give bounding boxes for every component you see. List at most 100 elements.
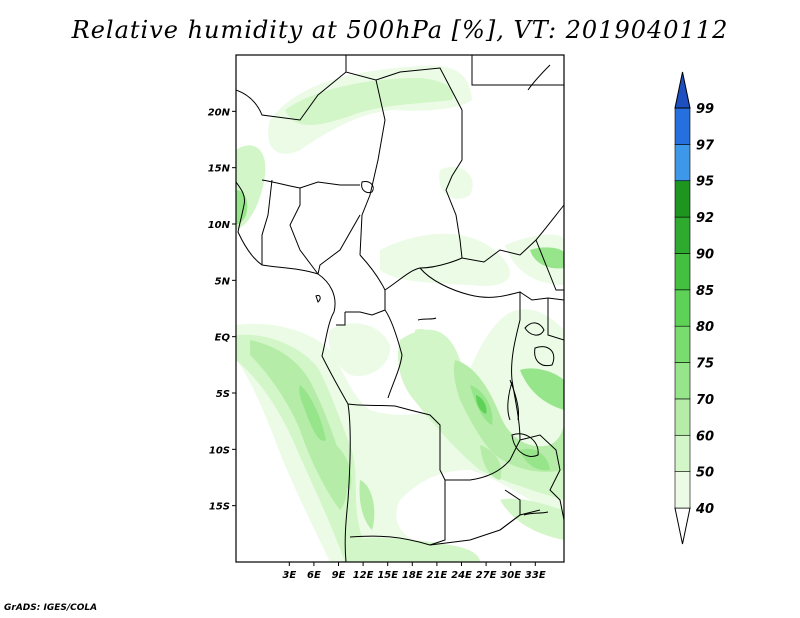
humidity-patch: [250, 340, 348, 510]
lake: [417, 317, 437, 321]
lat-tick-label: 10N: [208, 220, 231, 231]
border: [236, 71, 386, 256]
lake: [315, 295, 321, 303]
latitude-axis: 20N 15N 10N 5N EQ 5S 10S 15S: [208, 107, 236, 513]
border: [289, 188, 319, 275]
colorbar-label: 50: [696, 466, 714, 481]
chart-title: Relative humidity at 500hPa [%], VT: 201…: [71, 16, 729, 44]
colorbar-segment: [674, 434, 691, 472]
border: [519, 434, 564, 521]
humidity-patch: [439, 166, 473, 199]
border: [547, 298, 564, 341]
lon-tick-label: 3E: [282, 570, 296, 581]
lon-tick-label: 6E: [307, 570, 321, 581]
lon-tick-label: 12E: [353, 570, 374, 581]
lake: [511, 433, 539, 457]
humidity-patch: [520, 368, 564, 410]
humidity-patch: [520, 448, 550, 471]
border: [317, 214, 361, 275]
border: [375, 67, 463, 111]
lon-tick-label: 21E: [427, 570, 448, 581]
lon-tick-label: 30E: [500, 570, 521, 581]
lon-tick-label: 15E: [377, 570, 398, 581]
border: [384, 309, 403, 399]
map-frame: [235, 54, 565, 563]
lake: [524, 322, 545, 336]
lon-tick-label: 27E: [476, 570, 497, 581]
humidity-patch: [453, 360, 564, 472]
lat-tick-label: 15S: [209, 502, 230, 513]
humidity-patch: [500, 498, 564, 540]
lake: [523, 511, 549, 516]
longitude-axis: 3E 6E 9E 12E 15E 18E 21E 24E 27E 30E 33E: [282, 562, 546, 581]
colorbar-label: 40: [695, 502, 714, 517]
lon-tick-label: 24E: [451, 570, 472, 581]
lon-tick-label: 33E: [525, 570, 546, 581]
border: [461, 204, 564, 263]
colorbar-label: 95: [696, 175, 714, 190]
colorbar-segment: [674, 180, 691, 218]
humidity-patch: [330, 440, 352, 490]
colorbar-segment: [674, 398, 691, 436]
colorbar-segment: [674, 216, 691, 254]
border: [519, 291, 564, 301]
colorbar-segment: [674, 107, 691, 145]
border: [261, 179, 360, 189]
humidity-patch: [345, 537, 480, 562]
colorbar-label: 92: [696, 211, 714, 226]
humidity-patch: [328, 323, 391, 376]
border: [429, 480, 446, 546]
border: [445, 110, 463, 259]
humidity-patch: [359, 480, 375, 530]
humidity-patch: [476, 395, 487, 414]
lon-tick-label: 18E: [402, 570, 423, 581]
humidity-patch: [415, 329, 437, 357]
humidity-patch: [530, 247, 564, 269]
coastline: [236, 181, 351, 562]
colorbar-segment: [674, 253, 691, 291]
border: [499, 489, 521, 531]
lake: [361, 181, 374, 193]
colorbar-label: 90: [696, 247, 714, 262]
coastline: [527, 64, 551, 91]
colorbar-upper-arrow: [674, 71, 691, 109]
lat-tick-label: 10S: [209, 445, 230, 456]
lat-tick-label: 5S: [216, 389, 230, 400]
border: [347, 403, 446, 481]
colorbar-label: 97: [696, 138, 715, 153]
lon-tick-label: 9E: [332, 570, 346, 581]
border: [445, 439, 521, 481]
humidity-patch: [380, 233, 510, 286]
lake: [507, 379, 519, 421]
colorbar-segment: [674, 471, 691, 509]
colorbar-segment: [674, 289, 691, 327]
humidity-patch: [299, 385, 326, 441]
lake: [534, 346, 555, 367]
colorbar-lower-arrow: [674, 507, 691, 545]
border: [471, 55, 564, 86]
country-borders: [236, 55, 564, 562]
colorbar: 40 50 60 70 75 80 85 90 92 95 97 99: [674, 71, 715, 545]
lat-tick-label: 20N: [208, 107, 231, 118]
lat-tick-label: 15N: [208, 164, 231, 175]
colorbar-label: 75: [696, 357, 714, 372]
colorbar-segment: [674, 362, 691, 400]
humidity-shading: [236, 65, 564, 562]
border: [336, 312, 346, 326]
humidity-patch: [285, 78, 454, 125]
border: [349, 535, 431, 546]
border: [345, 254, 386, 316]
colorbar-segment: [674, 144, 691, 182]
colorbar-label: 60: [696, 429, 714, 444]
footer-credit: GrADS: IGES/COLA: [4, 603, 98, 613]
border: [419, 267, 521, 320]
border: [511, 319, 521, 441]
border: [261, 179, 273, 265]
lat-tick-label: 5N: [215, 276, 231, 287]
colorbar-label: 70: [696, 393, 714, 408]
colorbar-label: 85: [696, 284, 714, 299]
border: [535, 239, 564, 291]
lat-tick-label: EQ: [215, 333, 231, 344]
colorbar-segment: [674, 325, 691, 363]
